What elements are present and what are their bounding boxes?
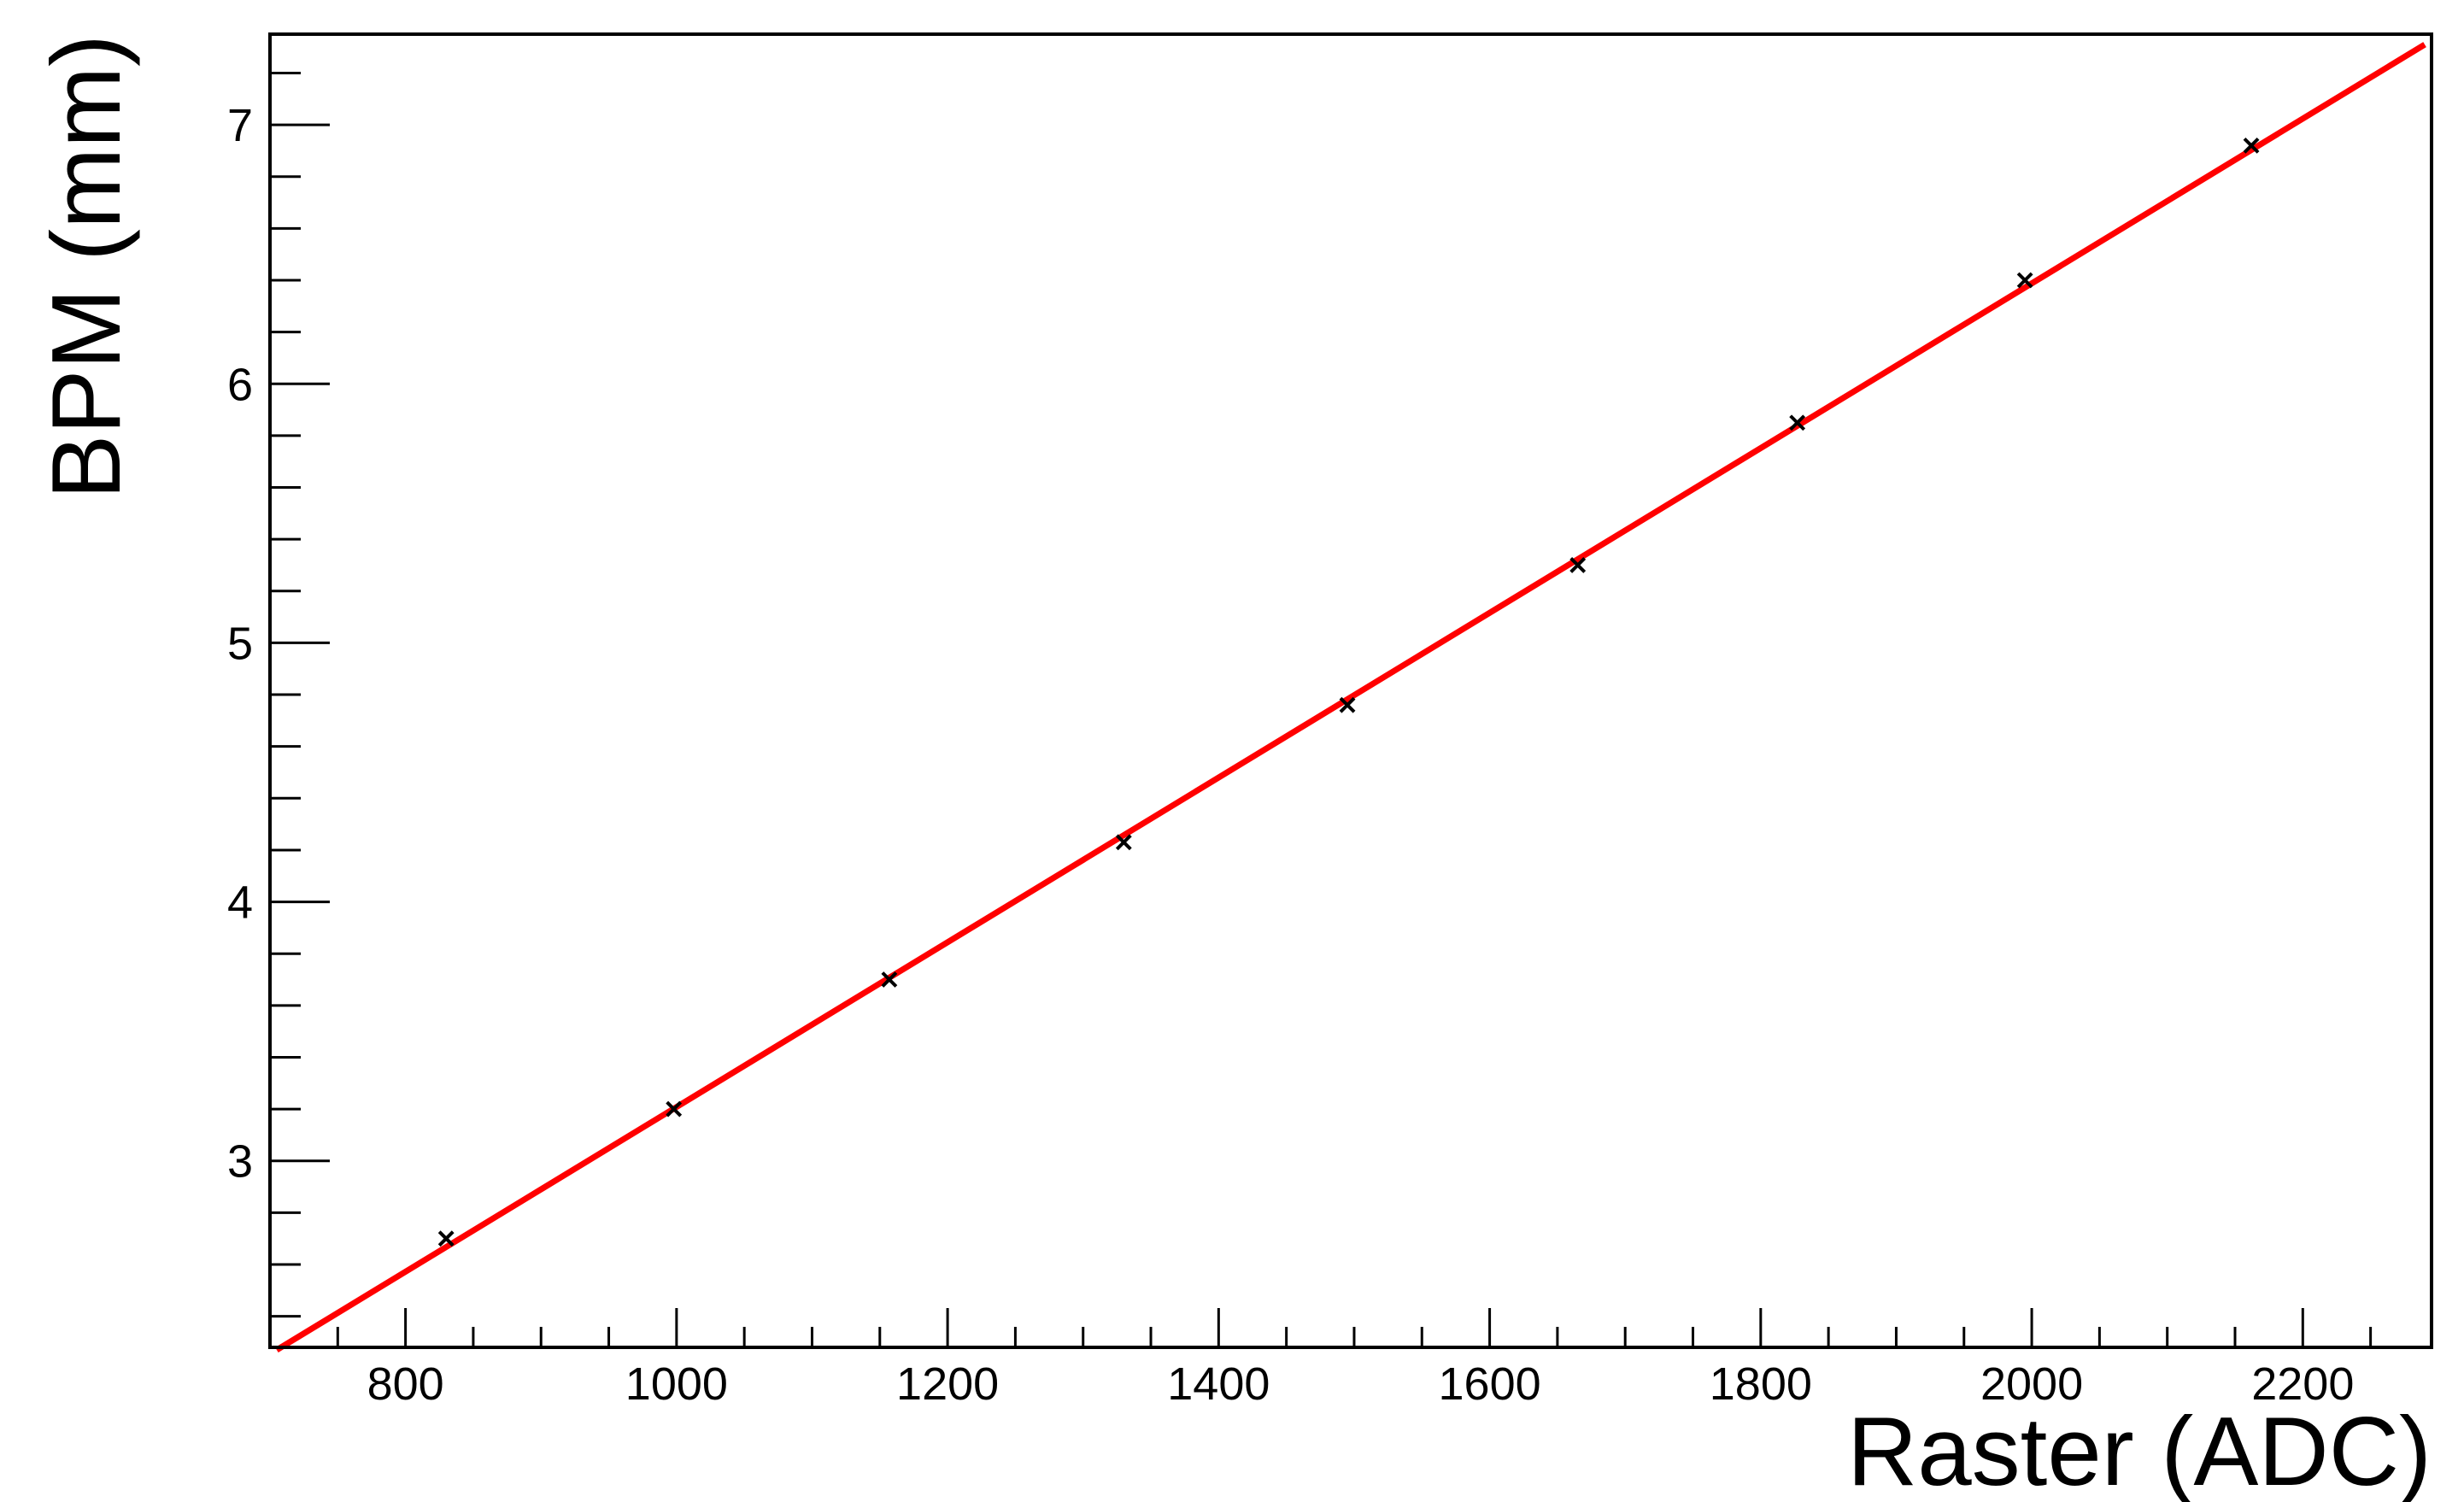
data-point bbox=[2016, 272, 2033, 289]
x-tick-label: 2200 bbox=[2251, 1358, 2354, 1410]
data-point-stroke bbox=[2243, 137, 2260, 154]
data-point bbox=[1115, 834, 1132, 851]
y-tick-label: 4 bbox=[227, 877, 253, 929]
data-point bbox=[1569, 557, 1587, 573]
data-point bbox=[1789, 414, 1806, 431]
plot-frame bbox=[268, 32, 2433, 1349]
data-point bbox=[881, 971, 898, 988]
data-point-stroke bbox=[1569, 557, 1587, 573]
x-tick-label: 1600 bbox=[1439, 1358, 1541, 1410]
x-tick-label: 800 bbox=[367, 1358, 444, 1410]
data-point-stroke bbox=[2016, 272, 2033, 289]
data-point bbox=[437, 1230, 455, 1247]
y-tick-label: 6 bbox=[227, 359, 253, 410]
x-tick-label: 1400 bbox=[1167, 1358, 1270, 1410]
points-layer bbox=[437, 137, 2260, 1247]
y-tick-label: 5 bbox=[227, 618, 253, 669]
data-point-stroke bbox=[1789, 414, 1806, 431]
y-tick-label: 3 bbox=[227, 1136, 253, 1188]
axis-ticks bbox=[268, 71, 2373, 1347]
fit-line bbox=[275, 42, 2426, 1353]
x-tick-labels: 800 1000 1200 1400 1600 1800 2000 2200 bbox=[367, 1358, 2355, 1410]
x-axis-title: Raster (ADC) bbox=[1847, 1398, 2432, 1502]
x-tick-label: 1800 bbox=[1710, 1358, 1812, 1410]
data-point-stroke bbox=[666, 1100, 683, 1118]
data-point-stroke bbox=[1339, 696, 1356, 713]
y-tick-label: 7 bbox=[227, 100, 253, 151]
x-tick-label: 1000 bbox=[625, 1358, 728, 1410]
data-point-stroke bbox=[881, 971, 898, 988]
y-axis-title: BPM (mm) bbox=[32, 34, 141, 500]
x-tick-label: 2000 bbox=[1980, 1358, 2083, 1410]
data-point-stroke bbox=[1115, 834, 1132, 851]
fit-layer bbox=[275, 42, 2426, 1353]
x-tick-label: 1200 bbox=[896, 1358, 999, 1410]
y-tick-labels: 3 4 5 6 7 bbox=[227, 100, 253, 1188]
data-point bbox=[2243, 137, 2260, 154]
data-point bbox=[666, 1100, 683, 1118]
data-point bbox=[1339, 696, 1356, 713]
data-point-stroke bbox=[437, 1230, 455, 1247]
